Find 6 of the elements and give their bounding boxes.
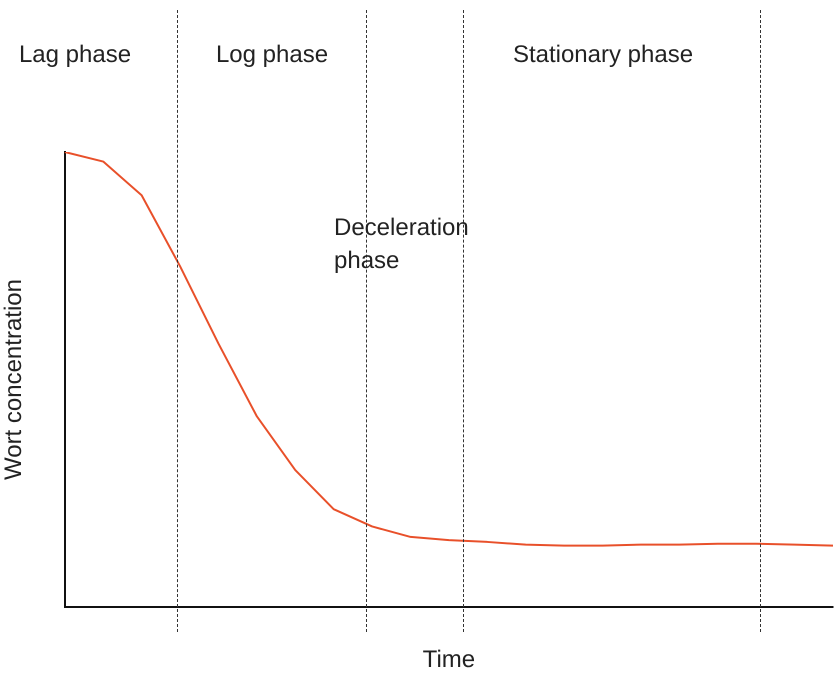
text: Stationary phase	[512, 40, 694, 70]
x-axis-title: Time	[422, 646, 476, 674]
text: Lag phase	[18, 40, 132, 70]
text: Log phase	[216, 40, 328, 70]
y-axis-title: Wort concentration	[0, 279, 28, 480]
annotation: Deceleration phase	[334, 213, 470, 276]
